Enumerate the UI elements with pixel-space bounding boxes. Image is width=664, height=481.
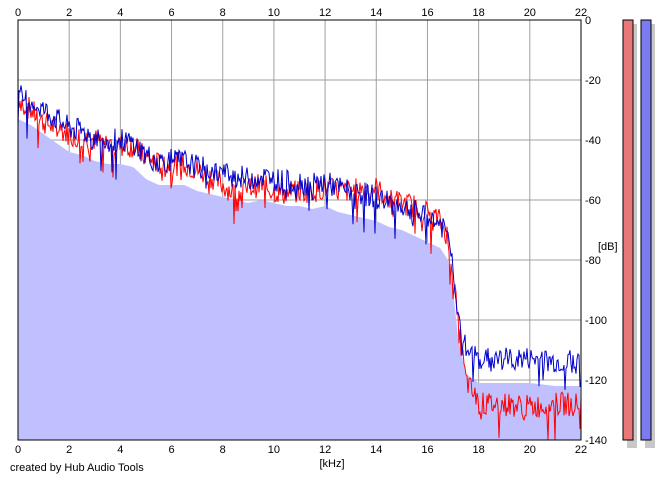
x-tick-label-top: 20 xyxy=(524,7,536,19)
x-tick-label-bottom: 20 xyxy=(524,444,536,456)
x-tick-label-top: 6 xyxy=(168,7,174,19)
x-tick-label-bottom: 8 xyxy=(220,444,226,456)
x-tick-label-bottom: 22 xyxy=(575,444,587,456)
x-tick-label-top: 16 xyxy=(421,7,433,19)
y-tick-label: 0 xyxy=(585,15,591,27)
x-tick-label-bottom: 2 xyxy=(66,444,72,456)
y-tick-label: -60 xyxy=(585,195,601,207)
x-tick-label-top: 22 xyxy=(575,7,587,19)
y-tick-label: -140 xyxy=(585,435,607,447)
x-tick-label-top: 4 xyxy=(117,7,123,19)
credit-text: created by Hub Audio Tools xyxy=(10,462,144,474)
series-line-red xyxy=(17,97,582,441)
y-axis-label: [dB] xyxy=(598,241,618,253)
x-tick-label-bottom: 16 xyxy=(421,444,433,456)
x-tick-label-bottom: 12 xyxy=(319,444,331,456)
x-tick-label-bottom: 0 xyxy=(15,444,21,456)
y-tick-label: -80 xyxy=(585,255,601,267)
x-tick-label-top: 18 xyxy=(473,7,485,19)
x-tick-label-top: 10 xyxy=(268,7,280,19)
meter-right xyxy=(640,19,652,441)
x-tick-label-top: 14 xyxy=(370,7,382,19)
level-meters xyxy=(622,19,655,448)
spectrum-area-fill xyxy=(18,119,581,440)
y-tick-label: -100 xyxy=(585,315,607,327)
series-line-blue xyxy=(17,85,582,391)
x-tick-label-top: 0 xyxy=(15,7,21,19)
x-tick-label-top: 2 xyxy=(66,7,72,19)
x-tick-label-bottom: 10 xyxy=(268,444,280,456)
x-tick-label-top: 8 xyxy=(220,7,226,19)
y-tick-label: -40 xyxy=(585,135,601,147)
x-tick-label-top: 12 xyxy=(319,7,331,19)
y-tick-labels: 0 -20 -40 -60 -80 -100 -120 -140 xyxy=(585,15,607,447)
x-tick-label-bottom: 18 xyxy=(473,444,485,456)
plot-frame xyxy=(17,19,582,441)
x-tick-label-bottom: 4 xyxy=(117,444,123,456)
meter-left xyxy=(622,19,634,441)
y-tick-label: -20 xyxy=(585,75,601,87)
x-tick-label-bottom: 6 xyxy=(168,444,174,456)
y-tick-label: -120 xyxy=(585,375,607,387)
x-axis-label: [kHz] xyxy=(319,458,344,470)
plot-area xyxy=(17,85,582,441)
x-tick-label-bottom: 14 xyxy=(370,444,382,456)
